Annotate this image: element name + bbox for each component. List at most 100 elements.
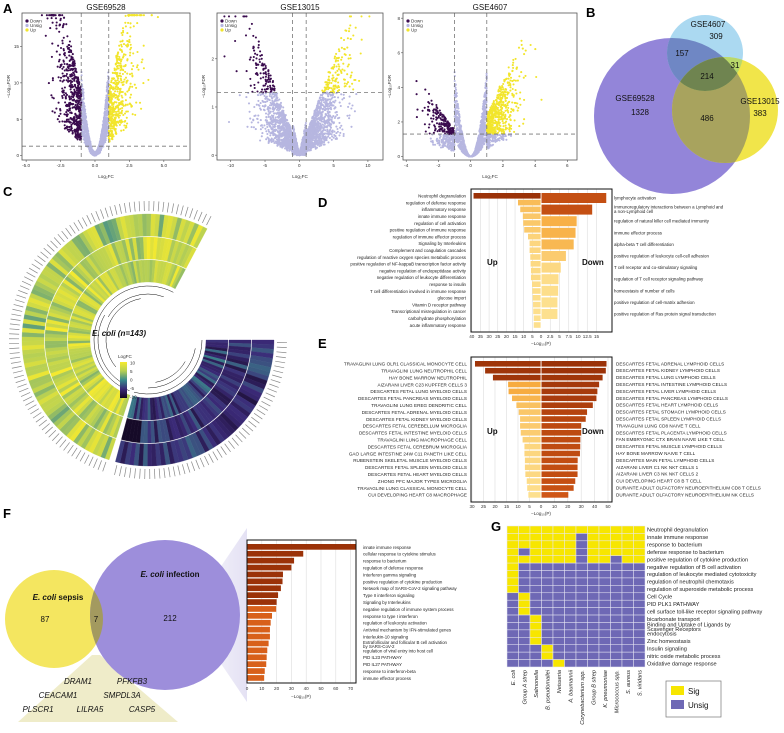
data-point — [102, 142, 105, 145]
data-point — [311, 145, 314, 148]
data-point — [85, 126, 88, 129]
data-point — [329, 93, 332, 96]
panel-label-b: B — [586, 5, 595, 20]
data-point — [339, 104, 342, 108]
data-point — [66, 35, 69, 38]
data-point — [65, 72, 68, 76]
y-tick-label: 10 — [14, 80, 20, 85]
data-point — [125, 116, 128, 119]
data-point — [318, 135, 322, 138]
data-point — [327, 108, 330, 111]
data-point — [286, 125, 289, 128]
data-point — [321, 123, 324, 126]
data-point — [246, 125, 249, 128]
data-point — [325, 99, 328, 102]
panel-label-a: A — [3, 1, 13, 16]
data-point — [348, 117, 351, 120]
data-point — [109, 105, 112, 108]
data-point — [307, 134, 310, 138]
data-point — [65, 115, 69, 118]
data-point — [99, 142, 102, 145]
data-point — [271, 108, 274, 111]
data-point — [81, 106, 84, 109]
data-point — [289, 128, 292, 131]
data-point — [115, 82, 118, 85]
data-point — [309, 122, 312, 125]
data-point — [318, 111, 321, 114]
data-point — [267, 130, 271, 133]
data-point — [337, 96, 340, 99]
data-point — [270, 128, 273, 131]
data-point — [338, 101, 341, 104]
data-point — [101, 131, 104, 134]
data-point — [264, 127, 267, 130]
legend-marker-unsig — [25, 23, 29, 28]
data-point — [327, 141, 330, 144]
data-point — [88, 146, 91, 149]
data-point — [350, 125, 353, 128]
data-point — [118, 102, 121, 105]
data-point — [50, 55, 53, 58]
data-point — [126, 32, 129, 35]
data-point — [332, 115, 335, 118]
data-point — [117, 108, 120, 111]
data-point — [133, 83, 136, 86]
data-point — [311, 115, 314, 118]
data-point — [126, 43, 129, 46]
data-point — [128, 73, 132, 76]
data-point — [76, 103, 79, 106]
data-point — [328, 136, 331, 140]
data-point — [106, 89, 109, 92]
data-point — [93, 153, 96, 157]
data-point — [124, 14, 127, 17]
data-point — [114, 87, 117, 90]
data-point — [107, 80, 110, 83]
data-point — [117, 98, 120, 102]
data-point — [334, 137, 337, 140]
data-point — [114, 96, 117, 99]
data-point — [82, 127, 86, 130]
data-point — [70, 102, 73, 105]
data-point — [112, 114, 115, 117]
data-point — [63, 52, 66, 55]
data-point — [119, 60, 123, 63]
data-point — [269, 134, 272, 137]
data-point — [262, 100, 265, 103]
data-point — [70, 85, 73, 88]
data-point — [129, 43, 132, 46]
data-point — [272, 120, 275, 123]
data-point — [74, 75, 77, 78]
data-point — [115, 83, 118, 87]
data-point — [279, 118, 282, 121]
data-point — [58, 120, 61, 123]
data-point — [249, 117, 252, 120]
data-point — [114, 79, 117, 82]
data-point — [280, 135, 283, 138]
data-point — [40, 14, 43, 17]
data-point — [62, 79, 65, 82]
data-point — [269, 121, 272, 124]
data-point — [113, 116, 116, 119]
data-point — [259, 124, 263, 127]
data-point — [303, 145, 306, 149]
data-point — [55, 27, 58, 30]
data-point — [112, 95, 115, 98]
data-point — [137, 68, 140, 71]
panel-label-g: G — [491, 519, 501, 534]
panel-label-d: D — [318, 195, 327, 210]
data-point — [76, 87, 79, 90]
data-point — [338, 121, 341, 124]
data-point — [58, 24, 61, 27]
data-point — [104, 103, 107, 107]
data-point — [71, 74, 74, 77]
data-point — [147, 78, 150, 81]
data-point — [69, 129, 72, 132]
data-point — [339, 131, 342, 134]
data-point — [70, 68, 73, 71]
data-point — [279, 104, 282, 107]
volcano-plot-gse69528: GSE69528-5.0 -2.5 0.0 2.5 5.0051015Log₂FC−Lo… — [6, 3, 191, 179]
data-point — [313, 132, 316, 135]
data-point — [48, 14, 51, 17]
data-point — [332, 104, 335, 107]
